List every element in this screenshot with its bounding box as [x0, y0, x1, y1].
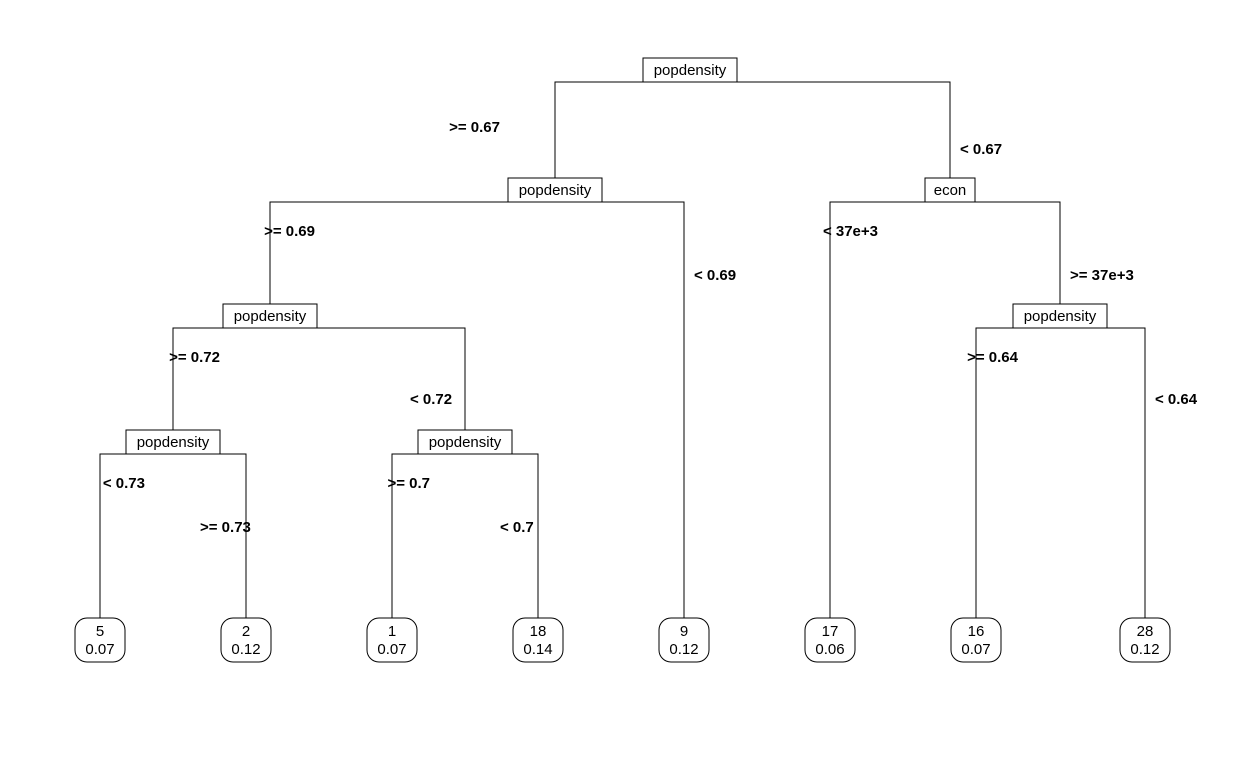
tree-leaf: 170.06	[805, 618, 855, 662]
decision-tree-diagram: >= 0.67 < 0.67 >= 0.69 < 0.69 < 37e+3 >= 37e+…	[0, 0, 1248, 768]
leaf-value-bottom: 0.14	[523, 641, 552, 658]
edge-label: >= 0.73	[200, 519, 251, 536]
tree-leaf: 280.12	[1120, 618, 1170, 662]
tree-node: econ	[925, 178, 975, 202]
leaf-value-bottom: 0.07	[377, 641, 406, 658]
leaf-value-bottom: 0.07	[961, 641, 990, 658]
tree-node: popdensity	[508, 178, 602, 202]
edge-label: >= 0.67	[449, 119, 500, 136]
leaf-value-bottom: 0.07	[85, 641, 114, 658]
edge-label: < 0.73	[103, 475, 145, 492]
edge-label: < 0.7	[500, 519, 534, 536]
leaf-value-top: 5	[96, 623, 104, 640]
tree-edge	[555, 202, 684, 618]
node-label: popdensity	[234, 308, 307, 325]
edge-label: >= 0.7	[387, 475, 430, 492]
tree-edge	[690, 82, 950, 178]
leaf-value-bottom: 0.12	[231, 641, 260, 658]
leaf-value-bottom: 0.12	[669, 641, 698, 658]
edge-label: < 0.69	[694, 267, 736, 284]
tree-edge	[976, 328, 1060, 618]
edge-label: >= 0.69	[264, 223, 315, 240]
leaf-value-top: 17	[822, 623, 839, 640]
tree-node: popdensity	[1013, 304, 1107, 328]
tree-leaf: 90.12	[659, 618, 709, 662]
leaf-value-top: 2	[242, 623, 250, 640]
tree-edge	[950, 202, 1060, 304]
leaf-value-top: 1	[388, 623, 396, 640]
tree-edge	[173, 454, 246, 618]
tree-node: popdensity	[643, 58, 737, 82]
tree-node: popdensity	[418, 430, 512, 454]
leaf-value-bottom: 0.12	[1130, 641, 1159, 658]
leaf-value-top: 16	[968, 623, 985, 640]
node-label: popdensity	[1024, 308, 1097, 325]
edge-label: >= 0.64	[967, 349, 1019, 366]
tree-edge	[830, 202, 950, 618]
tree-edge	[173, 328, 270, 430]
tree-edge	[555, 82, 690, 178]
node-label: econ	[934, 182, 967, 199]
edge-label: < 0.64	[1155, 391, 1198, 408]
leaf-value-bottom: 0.06	[815, 641, 844, 658]
tree-node: popdensity	[223, 304, 317, 328]
edge-label: < 0.72	[410, 391, 452, 408]
tree-node: popdensity	[126, 430, 220, 454]
leaf-value-top: 28	[1137, 623, 1154, 640]
edge-label: < 37e+3	[823, 223, 878, 240]
edge-label: >= 37e+3	[1070, 267, 1134, 284]
edge-label: < 0.67	[960, 141, 1002, 158]
leaf-value-top: 9	[680, 623, 688, 640]
tree-edge	[465, 454, 538, 618]
edge-label: >= 0.72	[169, 349, 220, 366]
tree-leaf: 160.07	[951, 618, 1001, 662]
node-label: popdensity	[519, 182, 592, 199]
tree-leaf: 180.14	[513, 618, 563, 662]
node-label: popdensity	[429, 434, 502, 451]
tree-leaf: 10.07	[367, 618, 417, 662]
node-label: popdensity	[137, 434, 210, 451]
tree-leaf: 20.12	[221, 618, 271, 662]
node-label: popdensity	[654, 62, 727, 79]
tree-leaf: 50.07	[75, 618, 125, 662]
tree-edge	[270, 328, 465, 430]
tree-edge	[270, 202, 555, 304]
leaf-value-top: 18	[530, 623, 547, 640]
tree-edge	[1060, 328, 1145, 618]
